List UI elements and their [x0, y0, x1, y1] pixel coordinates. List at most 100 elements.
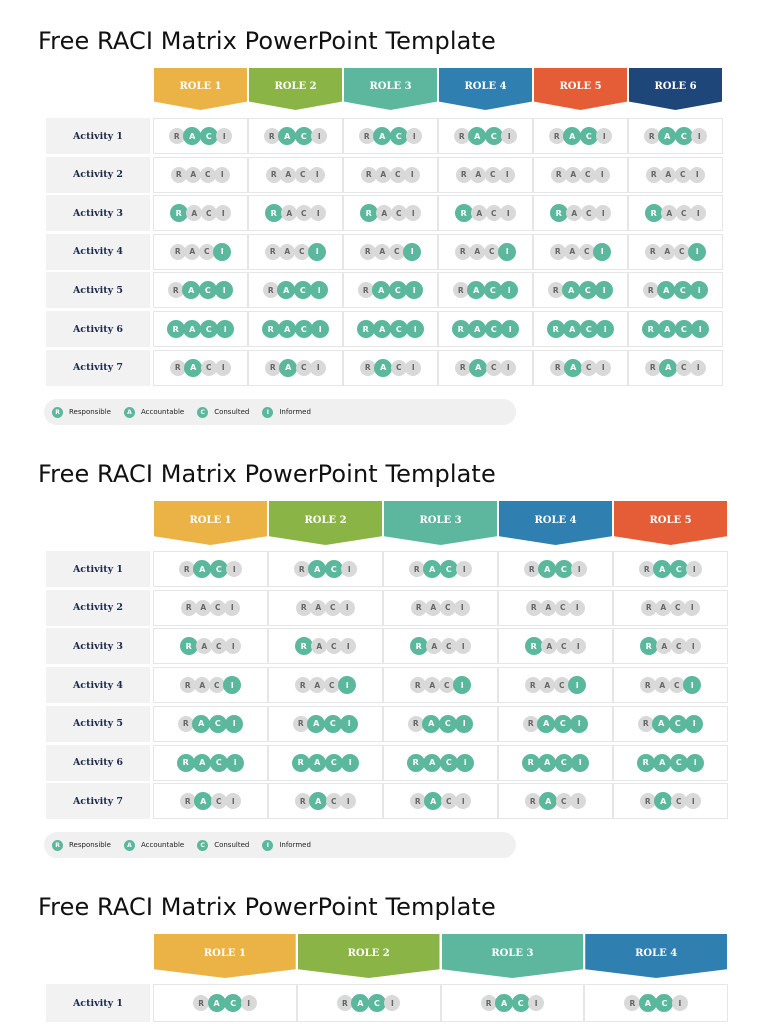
raci-c-circle[interactable]: C [670, 793, 687, 810]
raci-r-circle[interactable]: R [292, 715, 309, 732]
raci-a-circle[interactable]: A [308, 560, 327, 578]
raci-i-circle[interactable]: I [570, 638, 587, 655]
raci-r-circle[interactable]: R [167, 282, 184, 299]
raci-i-circle[interactable]: I [405, 359, 422, 376]
raci-i-circle[interactable]: I [594, 166, 611, 183]
raci-a-circle[interactable]: A [469, 358, 488, 377]
raci-c-circle[interactable]: C [295, 205, 312, 222]
raci-r-circle[interactable]: R [644, 243, 661, 260]
raci-i-circle[interactable]: I [595, 205, 612, 222]
raci-i-circle[interactable]: I [570, 793, 587, 810]
raci-c-circle[interactable]: C [210, 793, 227, 810]
raci-c-circle[interactable]: C [200, 359, 217, 376]
raci-a-circle[interactable]: A [193, 753, 212, 772]
raci-c-circle[interactable]: C [325, 638, 342, 655]
raci-i-circle[interactable]: I [454, 599, 471, 616]
raci-r-circle[interactable]: R [407, 715, 424, 732]
raci-c-circle[interactable]: C [439, 560, 458, 578]
raci-c-circle[interactable]: C [198, 243, 215, 260]
raci-r-circle[interactable]: R [547, 282, 564, 299]
raci-r-circle[interactable]: R [642, 282, 659, 299]
raci-c-circle[interactable]: C [554, 753, 573, 772]
raci-i-circle[interactable]: I [498, 242, 517, 261]
raci-c-circle[interactable]: C [390, 205, 407, 222]
raci-a-circle[interactable]: A [566, 205, 583, 222]
raci-i-circle[interactable]: I [405, 205, 422, 222]
raci-c-circle[interactable]: C [294, 320, 313, 338]
raci-i-circle[interactable]: I [596, 128, 613, 144]
raci-r-circle[interactable]: R [410, 599, 427, 616]
raci-i-circle[interactable]: I [685, 714, 704, 733]
raci-r-circle[interactable]: R [455, 166, 472, 183]
raci-r-circle[interactable]: R [261, 320, 280, 338]
raci-r-circle[interactable]: R [294, 677, 311, 694]
raci-r-circle[interactable]: R [359, 204, 378, 223]
raci-a-circle[interactable]: A [375, 166, 392, 183]
raci-c-circle[interactable]: C [209, 599, 226, 616]
raci-c-circle[interactable]: C [294, 127, 313, 145]
raci-r-circle[interactable]: R [636, 753, 655, 772]
raci-a-circle[interactable]: A [467, 281, 486, 300]
raci-c-circle[interactable]: C [554, 599, 571, 616]
raci-c-circle[interactable]: C [324, 599, 341, 616]
raci-i-circle[interactable]: I [384, 995, 401, 1011]
raci-r-circle[interactable]: R [409, 793, 426, 810]
raci-r-circle[interactable]: R [179, 793, 196, 810]
raci-c-circle[interactable]: C [367, 994, 386, 1012]
raci-c-circle[interactable]: C [553, 677, 570, 694]
raci-a-circle[interactable]: A [184, 358, 203, 377]
raci-c-circle[interactable]: C [323, 714, 342, 733]
raci-a-circle[interactable]: A [468, 320, 487, 338]
raci-i-circle[interactable]: I [340, 714, 359, 733]
raci-i-circle[interactable]: I [455, 793, 472, 810]
raci-a-circle[interactable]: A [308, 753, 327, 772]
raci-r-circle[interactable]: R [408, 561, 425, 577]
raci-r-circle[interactable]: R [452, 282, 469, 299]
raci-c-circle[interactable]: C [200, 205, 217, 222]
raci-r-circle[interactable]: R [638, 561, 655, 577]
raci-i-circle[interactable]: I [453, 676, 472, 695]
raci-i-circle[interactable]: I [341, 561, 358, 577]
raci-i-circle[interactable]: I [226, 561, 243, 577]
raci-r-circle[interactable]: R [639, 793, 656, 810]
raci-i-circle[interactable]: I [310, 359, 327, 376]
raci-r-circle[interactable]: R [294, 793, 311, 810]
raci-i-circle[interactable]: I [338, 676, 357, 695]
raci-c-circle[interactable]: C [209, 753, 228, 772]
raci-a-circle[interactable]: A [278, 127, 297, 145]
raci-r-circle[interactable]: R [549, 204, 568, 223]
raci-c-circle[interactable]: C [553, 714, 572, 733]
raci-a-circle[interactable]: A [185, 166, 202, 183]
raci-i-circle[interactable]: I [455, 638, 472, 655]
raci-c-circle[interactable]: C [578, 243, 595, 260]
raci-i-circle[interactable]: I [405, 281, 424, 300]
raci-r-circle[interactable]: R [180, 599, 197, 616]
raci-r-circle[interactable]: R [262, 282, 279, 299]
raci-i-circle[interactable]: I [213, 242, 232, 261]
raci-i-circle[interactable]: I [690, 281, 709, 300]
raci-r-circle[interactable]: R [454, 204, 473, 223]
raci-a-circle[interactable]: A [193, 560, 212, 578]
raci-i-circle[interactable]: I [311, 320, 330, 338]
raci-c-circle[interactable]: C [485, 205, 502, 222]
raci-r-circle[interactable]: R [264, 243, 281, 260]
raci-i-circle[interactable]: I [499, 166, 516, 183]
